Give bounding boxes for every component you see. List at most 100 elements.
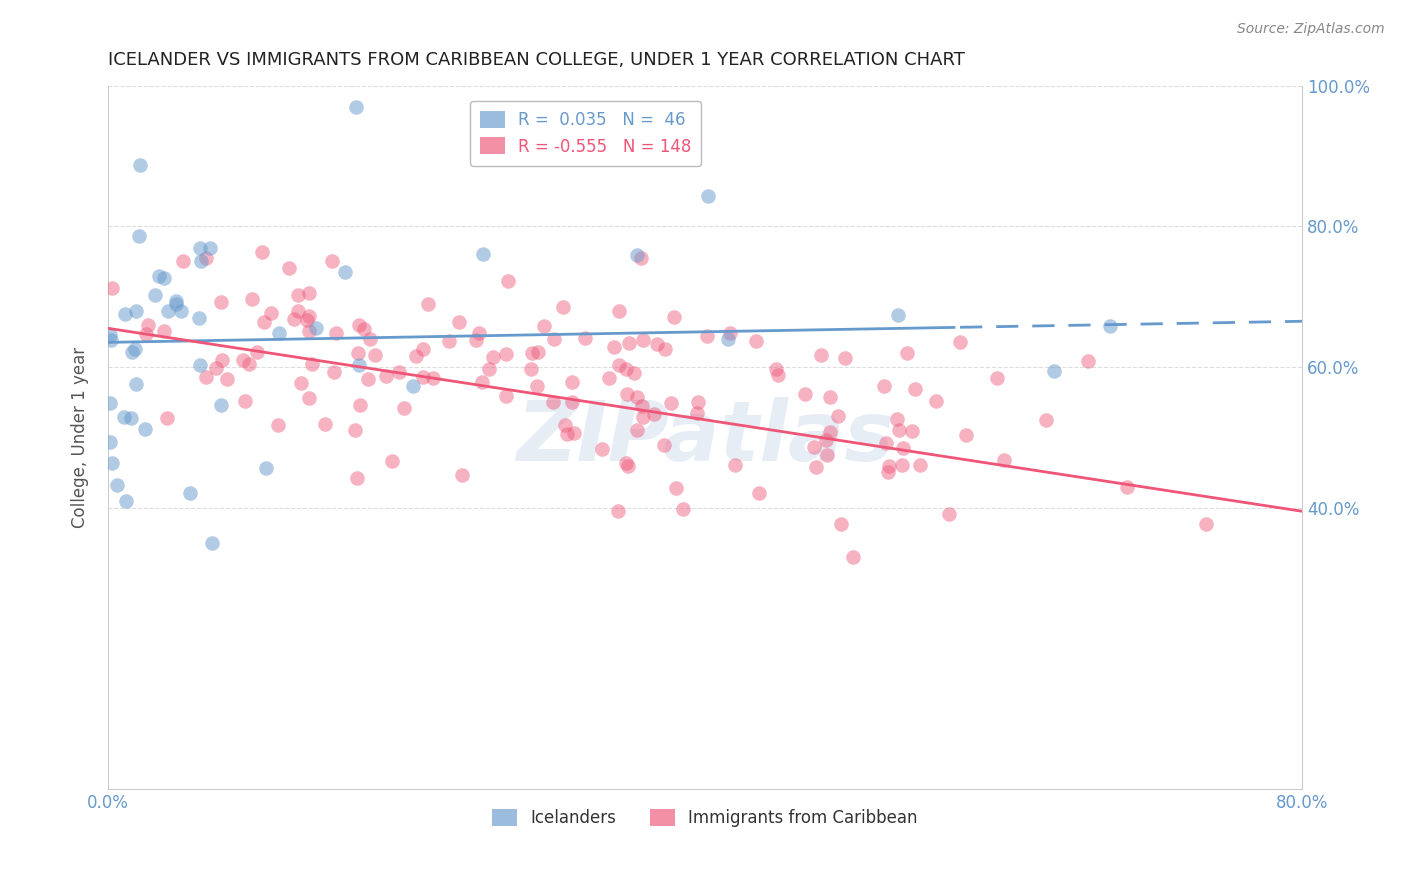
Point	[631, 399, 654, 413]
Point	[349, 398, 371, 412]
Point	[803, 440, 825, 454]
Point	[562, 426, 585, 441]
Point	[134, 422, 156, 436]
Point	[598, 371, 620, 385]
Point	[143, 288, 166, 302]
Point	[815, 448, 838, 462]
Point	[450, 468, 472, 483]
Point	[422, 371, 444, 385]
Point	[98, 396, 121, 410]
Point	[1195, 516, 1218, 531]
Point	[346, 346, 368, 360]
Point	[765, 362, 787, 376]
Point	[114, 307, 136, 321]
Point	[717, 332, 740, 346]
Point	[891, 441, 914, 455]
Point	[827, 409, 849, 423]
Point	[520, 362, 543, 376]
Point	[347, 318, 370, 332]
Point	[240, 292, 263, 306]
Point	[205, 361, 228, 376]
Point	[696, 329, 718, 343]
Point	[156, 410, 179, 425]
Point	[541, 395, 564, 409]
Point	[718, 326, 741, 340]
Point	[321, 254, 343, 268]
Point	[626, 248, 648, 262]
Point	[554, 417, 576, 432]
Point	[209, 294, 232, 309]
Point	[437, 334, 460, 348]
Point	[381, 454, 404, 468]
Point	[267, 417, 290, 432]
Point	[347, 358, 370, 372]
Point	[287, 304, 309, 318]
Point	[188, 358, 211, 372]
Point	[1098, 319, 1121, 334]
Point	[553, 300, 575, 314]
Point	[344, 423, 367, 437]
Point	[609, 304, 631, 318]
Point	[124, 342, 146, 356]
Point	[283, 312, 305, 326]
Point	[574, 331, 596, 345]
Point	[194, 369, 217, 384]
Point	[298, 324, 321, 338]
Point	[810, 348, 832, 362]
Point	[745, 334, 768, 349]
Point	[465, 333, 488, 347]
Point	[298, 392, 321, 406]
Legend: Icelanders, Immigrants from Caribbean: Icelanders, Immigrants from Caribbean	[485, 802, 924, 834]
Point	[526, 379, 548, 393]
Point	[392, 401, 415, 415]
Text: ZIPatlas: ZIPatlas	[516, 397, 894, 478]
Point	[290, 376, 312, 390]
Point	[195, 252, 218, 266]
Point	[188, 310, 211, 325]
Point	[314, 417, 336, 431]
Point	[447, 315, 470, 329]
Point	[818, 425, 841, 440]
Point	[877, 465, 900, 479]
Point	[561, 395, 583, 409]
Point	[652, 438, 675, 452]
Point	[148, 269, 170, 284]
Point	[482, 350, 505, 364]
Point	[112, 410, 135, 425]
Point	[359, 332, 381, 346]
Point	[804, 460, 827, 475]
Point	[232, 353, 254, 368]
Point	[201, 536, 224, 550]
Point	[190, 253, 212, 268]
Point	[543, 332, 565, 346]
Point	[633, 334, 655, 348]
Point	[278, 261, 301, 276]
Point	[814, 433, 837, 447]
Point	[496, 274, 519, 288]
Point	[245, 345, 267, 359]
Point	[630, 251, 652, 265]
Point	[793, 387, 815, 401]
Point	[766, 368, 789, 382]
Point	[305, 321, 328, 335]
Point	[830, 517, 852, 532]
Point	[101, 281, 124, 295]
Point	[1035, 413, 1057, 427]
Point	[633, 409, 655, 424]
Point	[818, 390, 841, 404]
Point	[955, 428, 977, 442]
Point	[411, 369, 433, 384]
Point	[136, 318, 159, 333]
Point	[925, 393, 948, 408]
Point	[665, 481, 688, 495]
Point	[325, 326, 347, 340]
Point	[98, 434, 121, 449]
Point	[877, 458, 900, 473]
Point	[153, 271, 176, 285]
Point	[842, 549, 865, 564]
Point	[472, 247, 495, 261]
Point	[555, 427, 578, 442]
Point	[1042, 364, 1064, 378]
Point	[412, 342, 434, 356]
Point	[353, 322, 375, 336]
